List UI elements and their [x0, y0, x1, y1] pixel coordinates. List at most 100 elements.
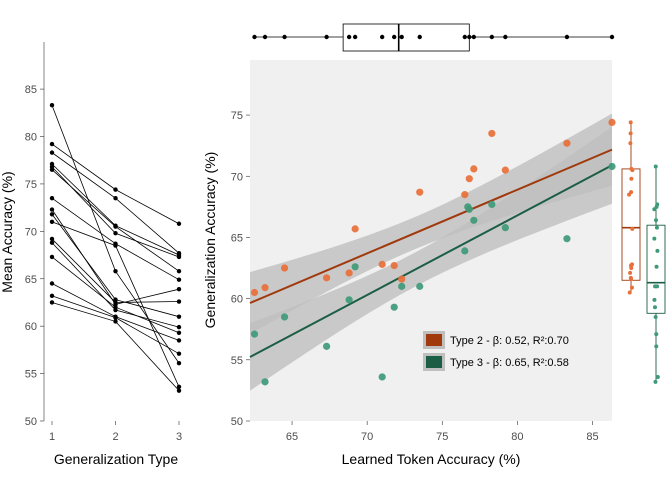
left-point [176, 330, 182, 336]
left-point [49, 195, 55, 201]
right-y-ticks: 50 55 60 65 70 75 [231, 110, 250, 428]
right-box-point [629, 176, 634, 181]
scatter-point [488, 129, 496, 138]
legend-background [421, 327, 593, 374]
scatter-point [465, 175, 473, 183]
top-box-point [346, 34, 352, 40]
left-point [176, 299, 182, 304]
top-box-point [391, 34, 397, 40]
top-box-point [462, 34, 467, 40]
left-point [176, 351, 182, 356]
top-box-point [399, 34, 404, 40]
right-y-tick-label: 75 [231, 110, 243, 122]
left-point [113, 187, 118, 192]
right-box-point [652, 236, 657, 241]
regression-line [249, 164, 613, 358]
right-box-point [629, 263, 634, 268]
regression-line [249, 148, 613, 304]
left-point [176, 286, 182, 292]
right-x-ticks: 65 70 75 80 85 [286, 421, 599, 443]
left-point [113, 319, 118, 324]
right-y-axis-label: Generalization Accuracy (%) [202, 152, 218, 329]
legend-label: Type 2 - β: 0.52, R²:0.70 [450, 335, 569, 347]
left-point [49, 167, 55, 172]
left-y-ticks: 50 55 60 65 70 75 80 85 [25, 84, 44, 428]
scatter-point [250, 330, 259, 338]
scatter-point [390, 303, 398, 311]
legend-label: Type 3 - β: 0.65, R²:0.58 [450, 357, 569, 369]
right-box-point [629, 285, 634, 290]
left-y-axis-label: Mean Accuracy (%) [0, 171, 15, 292]
left-point [49, 254, 55, 260]
scatter-point [416, 188, 424, 196]
right-box-point [630, 226, 635, 231]
left-point [176, 221, 182, 226]
left-point [176, 360, 182, 366]
left-point [49, 150, 55, 155]
top-box-point [564, 34, 570, 40]
right-y-tick-label: 60 [231, 294, 243, 306]
right-x-tick-label: 80 [511, 431, 523, 443]
scatter-point [461, 191, 469, 199]
right-box-point [628, 120, 633, 125]
right-box-point [652, 207, 657, 212]
confidence-ribbon [250, 113, 612, 334]
top-box-point [379, 34, 385, 40]
left-x-tick-label: 3 [176, 431, 182, 443]
scatter-point [345, 296, 353, 304]
left-point [113, 231, 118, 236]
left-point [176, 338, 182, 343]
scatter-point [280, 313, 289, 321]
left-series-line [51, 169, 180, 272]
scatter-point [501, 224, 509, 232]
scatter-point [465, 205, 473, 213]
right-box-point [628, 270, 633, 275]
left-y-tick-label: 65 [25, 274, 37, 286]
scatter-point [323, 342, 331, 350]
right-x-tick-label: 75 [436, 431, 448, 443]
top-box-point [417, 34, 422, 40]
top-box-point [609, 34, 615, 40]
legend-key [426, 356, 442, 368]
scatter-point [608, 162, 616, 171]
legend-key [426, 334, 442, 346]
left-point [113, 224, 118, 229]
right-box-point [653, 164, 658, 169]
right-box-point [654, 225, 659, 230]
top-box-point [471, 34, 477, 40]
top-box-point [503, 34, 508, 40]
left-point [176, 277, 182, 282]
right-box-point [652, 305, 657, 310]
top-box-point [282, 34, 287, 40]
top-box-point [262, 34, 268, 40]
scatter-point [461, 247, 469, 255]
right-box-point [627, 192, 632, 197]
regression-lines [249, 148, 613, 358]
right-y-tick-label: 50 [231, 416, 243, 428]
left-series-lines [51, 105, 180, 391]
right-box-point [653, 218, 658, 223]
right-box-point [653, 379, 658, 384]
scatter-point [250, 288, 259, 297]
right-box-point [654, 264, 659, 269]
left-point [113, 268, 118, 274]
left-x-axis-label: Generalization Type [54, 451, 178, 467]
left-point [49, 207, 55, 212]
scatter-point [398, 275, 406, 283]
left-point [176, 324, 182, 330]
left-y-tick-label: 50 [25, 416, 37, 428]
right-box-point [654, 344, 659, 349]
confidence-ribbons [250, 113, 612, 391]
left-y-tick-label: 80 [25, 132, 37, 144]
right-y-tick-label: 65 [231, 232, 243, 244]
top-box-point [252, 34, 257, 40]
left-x-tick-label: 1 [49, 431, 55, 443]
scatter-point [378, 260, 386, 268]
right-box-point [627, 290, 632, 295]
left-y-tick-label: 70 [25, 226, 37, 238]
scatter-point [351, 263, 359, 271]
left-point [49, 141, 55, 147]
right-x-tick-label: 85 [586, 431, 598, 443]
right-box-point [653, 314, 658, 319]
